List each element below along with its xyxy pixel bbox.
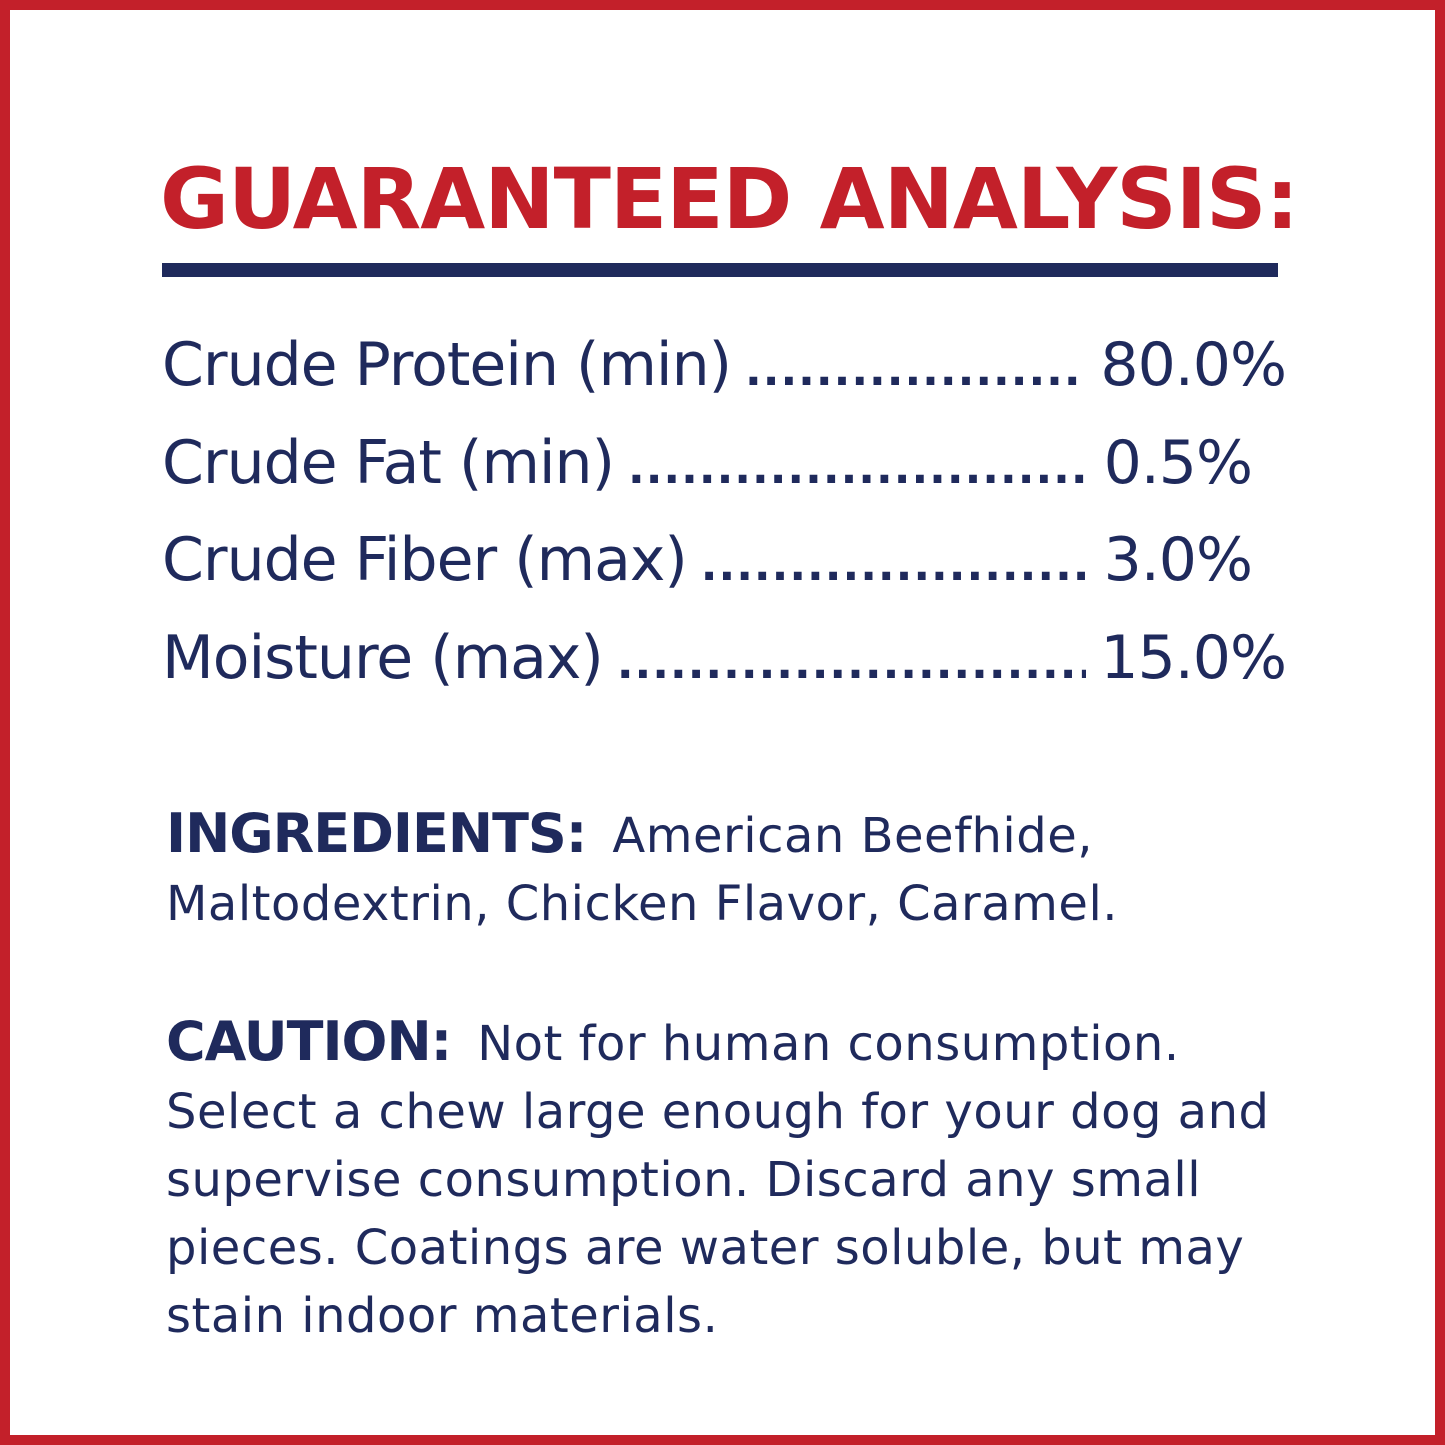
analysis-label: Crude Fiber (max) [162, 525, 688, 595]
dot-leader [617, 638, 1087, 689]
section-title: GUARANTEED ANALYSIS: [160, 150, 1299, 248]
analysis-row: Crude Fat (min) 0.5% [162, 428, 1286, 526]
ingredients-text: American Beefhide, Maltodextrin, Chicken… [166, 808, 1119, 932]
analysis-value: 80.0% [1100, 330, 1287, 400]
caution-heading: CAUTION: [166, 1010, 452, 1073]
analysis-table: Crude Protein (min) 80.0% Crude Fat (min… [162, 330, 1287, 721]
analysis-label: Moisture (max) [162, 622, 604, 693]
analysis-value: 0.5% [1103, 427, 1253, 498]
analysis-row: Crude Protein (min) 80.0% [162, 330, 1287, 428]
analysis-row: Moisture (max) 15.0% [162, 622, 1287, 721]
analysis-label: Crude Fat (min) [162, 427, 615, 498]
dot-leader [701, 540, 1090, 591]
title-divider [162, 263, 1278, 277]
ingredients-section: INGREDIENTS: American Beefhide, Maltodext… [166, 800, 1306, 938]
caution-text: Not for human consumption. Select a chew… [166, 1016, 1270, 1344]
dot-leader [745, 345, 1086, 396]
ingredients-heading: INGREDIENTS: [166, 802, 587, 865]
analysis-value: 15.0% [1100, 622, 1287, 693]
analysis-value: 3.0% [1103, 525, 1253, 595]
caution-section: CAUTION: Not for human consumption. Selec… [166, 1008, 1306, 1350]
analysis-row: Crude Fiber (max) 3.0% [162, 525, 1286, 623]
analysis-label: Crude Protein (min) [162, 330, 732, 400]
dot-leader [628, 443, 1090, 494]
